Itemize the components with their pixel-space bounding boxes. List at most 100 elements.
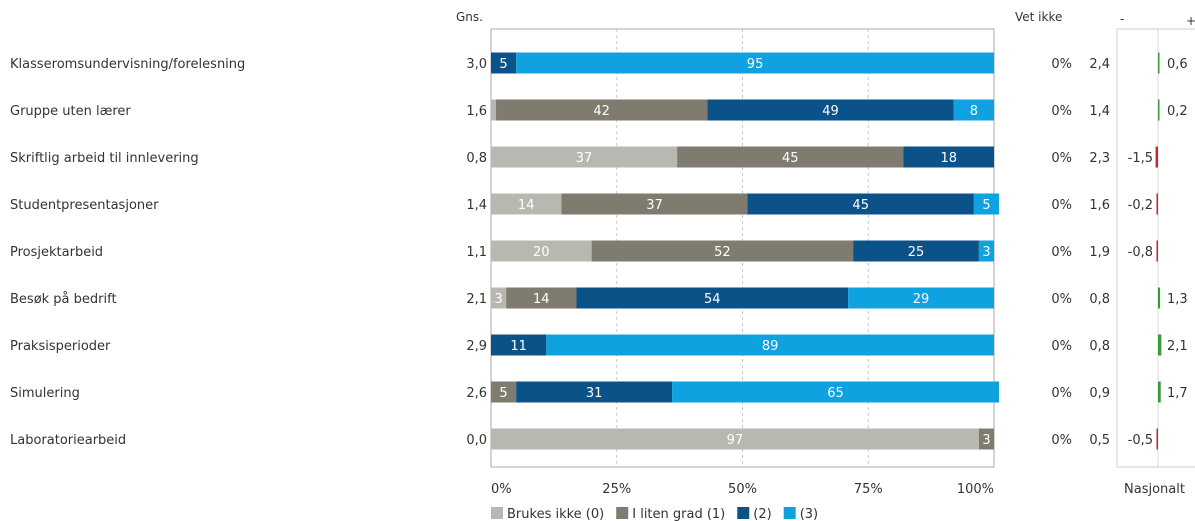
category-label: Besøk på bedrift xyxy=(10,292,117,307)
x-tick-label: 100% xyxy=(957,482,994,497)
bar-segment xyxy=(978,428,994,450)
dont-know-value: 0% xyxy=(1051,433,1072,448)
legend-swatch xyxy=(737,507,750,519)
difference-layer xyxy=(1155,52,1162,450)
avg-header: Gns. xyxy=(456,10,483,24)
bar-segment xyxy=(491,193,562,215)
bars-layer xyxy=(491,52,1000,450)
bar-value-label: 3 xyxy=(982,433,990,448)
difference-bar xyxy=(1156,193,1158,215)
average-value: 2,6 xyxy=(466,386,487,401)
bar-value-label: 45 xyxy=(782,151,799,166)
difference-bar xyxy=(1158,52,1160,74)
difference-bar xyxy=(1158,381,1161,403)
bar-value-label: 5 xyxy=(982,198,990,213)
difference-bar xyxy=(1158,334,1162,356)
bar-segment xyxy=(561,193,748,215)
difference-bar xyxy=(1156,240,1158,262)
national-average-value: 0,5 xyxy=(1089,433,1110,448)
bar-segment xyxy=(953,99,994,121)
difference-label: 0,6 xyxy=(1167,57,1188,72)
bar-segment xyxy=(491,334,547,356)
bar-segment xyxy=(707,99,954,121)
bar-value-label: 14 xyxy=(518,198,535,213)
national-average-value: 2,3 xyxy=(1089,151,1110,166)
bar-segment xyxy=(903,146,994,168)
national-label: Nasjonalt xyxy=(1124,482,1185,497)
legend: Brukes ikke (0) I liten grad (1) (2) (3) xyxy=(491,507,818,521)
bar-segment xyxy=(576,287,849,309)
bar-value-label: 5 xyxy=(499,57,507,72)
legend-swatch xyxy=(783,507,796,519)
legend-label: (2) xyxy=(753,507,771,521)
category-label: Klasseromsundervisning/forelesning xyxy=(10,57,245,72)
x-tick-label: 75% xyxy=(854,482,883,497)
difference-label: -0,5 xyxy=(1128,433,1153,448)
dont-know-value: 0% xyxy=(1051,339,1072,354)
average-value: 3,0 xyxy=(466,57,487,72)
x-tick-label: 0% xyxy=(491,482,512,497)
legend-label: Brukes ikke (0) xyxy=(507,507,604,521)
dont-know-header: Vet ikke xyxy=(1015,10,1062,24)
bar-value-label: 97 xyxy=(727,433,744,448)
national-average-value: 1,9 xyxy=(1089,245,1110,260)
bar-value-label: 20 xyxy=(533,245,550,260)
dont-know-value: 0% xyxy=(1051,386,1072,401)
bar-value-label: 14 xyxy=(533,292,550,307)
bar-value-label: 65 xyxy=(827,386,844,401)
minus-header: - xyxy=(1120,12,1124,26)
bar-value-label: 25 xyxy=(908,245,925,260)
bar-value-label: 54 xyxy=(704,292,721,307)
bar-segment xyxy=(496,99,708,121)
x-tick-label: 50% xyxy=(728,482,757,497)
average-value: 2,1 xyxy=(466,292,487,307)
dont-know-value: 0% xyxy=(1051,245,1072,260)
bar-segment xyxy=(491,146,678,168)
bar-value-label: 52 xyxy=(714,245,731,260)
bar-value-label: 29 xyxy=(913,292,930,307)
average-value: 1,4 xyxy=(466,198,487,213)
bar-segment xyxy=(491,428,979,450)
average-value: 0,8 xyxy=(466,151,487,166)
bar-value-label: 42 xyxy=(593,104,610,119)
average-value: 1,1 xyxy=(466,245,487,260)
bar-segment xyxy=(978,240,994,262)
national-average-value: 1,4 xyxy=(1089,104,1110,119)
difference-bar xyxy=(1156,428,1158,450)
category-label: Laboratoriearbeid xyxy=(10,433,126,448)
national-average-value: 0,8 xyxy=(1089,339,1110,354)
legend-swatch xyxy=(616,507,629,519)
category-label: Prosjektarbeid xyxy=(10,245,103,260)
category-label: Praksisperioder xyxy=(10,339,111,354)
bar-value-label: 45 xyxy=(852,198,869,213)
bar-segment xyxy=(546,334,994,356)
bar-segment xyxy=(491,381,517,403)
national-average-value: 0,8 xyxy=(1089,292,1110,307)
text-layer: 0% 25% 50% 75% 100%Klasseromsundervisning/fo… xyxy=(10,57,1188,497)
difference-bar xyxy=(1158,99,1160,121)
legend-label: I liten grad (1) xyxy=(632,507,725,521)
bar-segment xyxy=(747,193,974,215)
bar-value-label: 3 xyxy=(982,245,990,260)
x-tick-label: 25% xyxy=(602,482,631,497)
bar-value-label: 11 xyxy=(510,339,527,354)
bar-segment xyxy=(491,99,497,121)
difference-label: 2,1 xyxy=(1167,339,1188,354)
bar-value-label: 37 xyxy=(576,151,593,166)
bar-value-label: 18 xyxy=(940,151,957,166)
bar-segment xyxy=(516,381,673,403)
dont-know-value: 0% xyxy=(1051,104,1072,119)
difference-label: -0,8 xyxy=(1128,245,1153,260)
plus-header: + xyxy=(1186,14,1195,28)
average-value: 2,9 xyxy=(466,339,487,354)
bar-value-label: 49 xyxy=(822,104,839,119)
national-average-value: 1,6 xyxy=(1089,198,1110,213)
dont-know-value: 0% xyxy=(1051,151,1072,166)
difference-bar xyxy=(1155,146,1158,168)
difference-label: -0,2 xyxy=(1128,198,1153,213)
bar-value-label: 31 xyxy=(586,386,603,401)
bar-value-label: 89 xyxy=(762,339,779,354)
difference-label: 1,3 xyxy=(1167,292,1188,307)
dont-know-value: 0% xyxy=(1051,198,1072,213)
